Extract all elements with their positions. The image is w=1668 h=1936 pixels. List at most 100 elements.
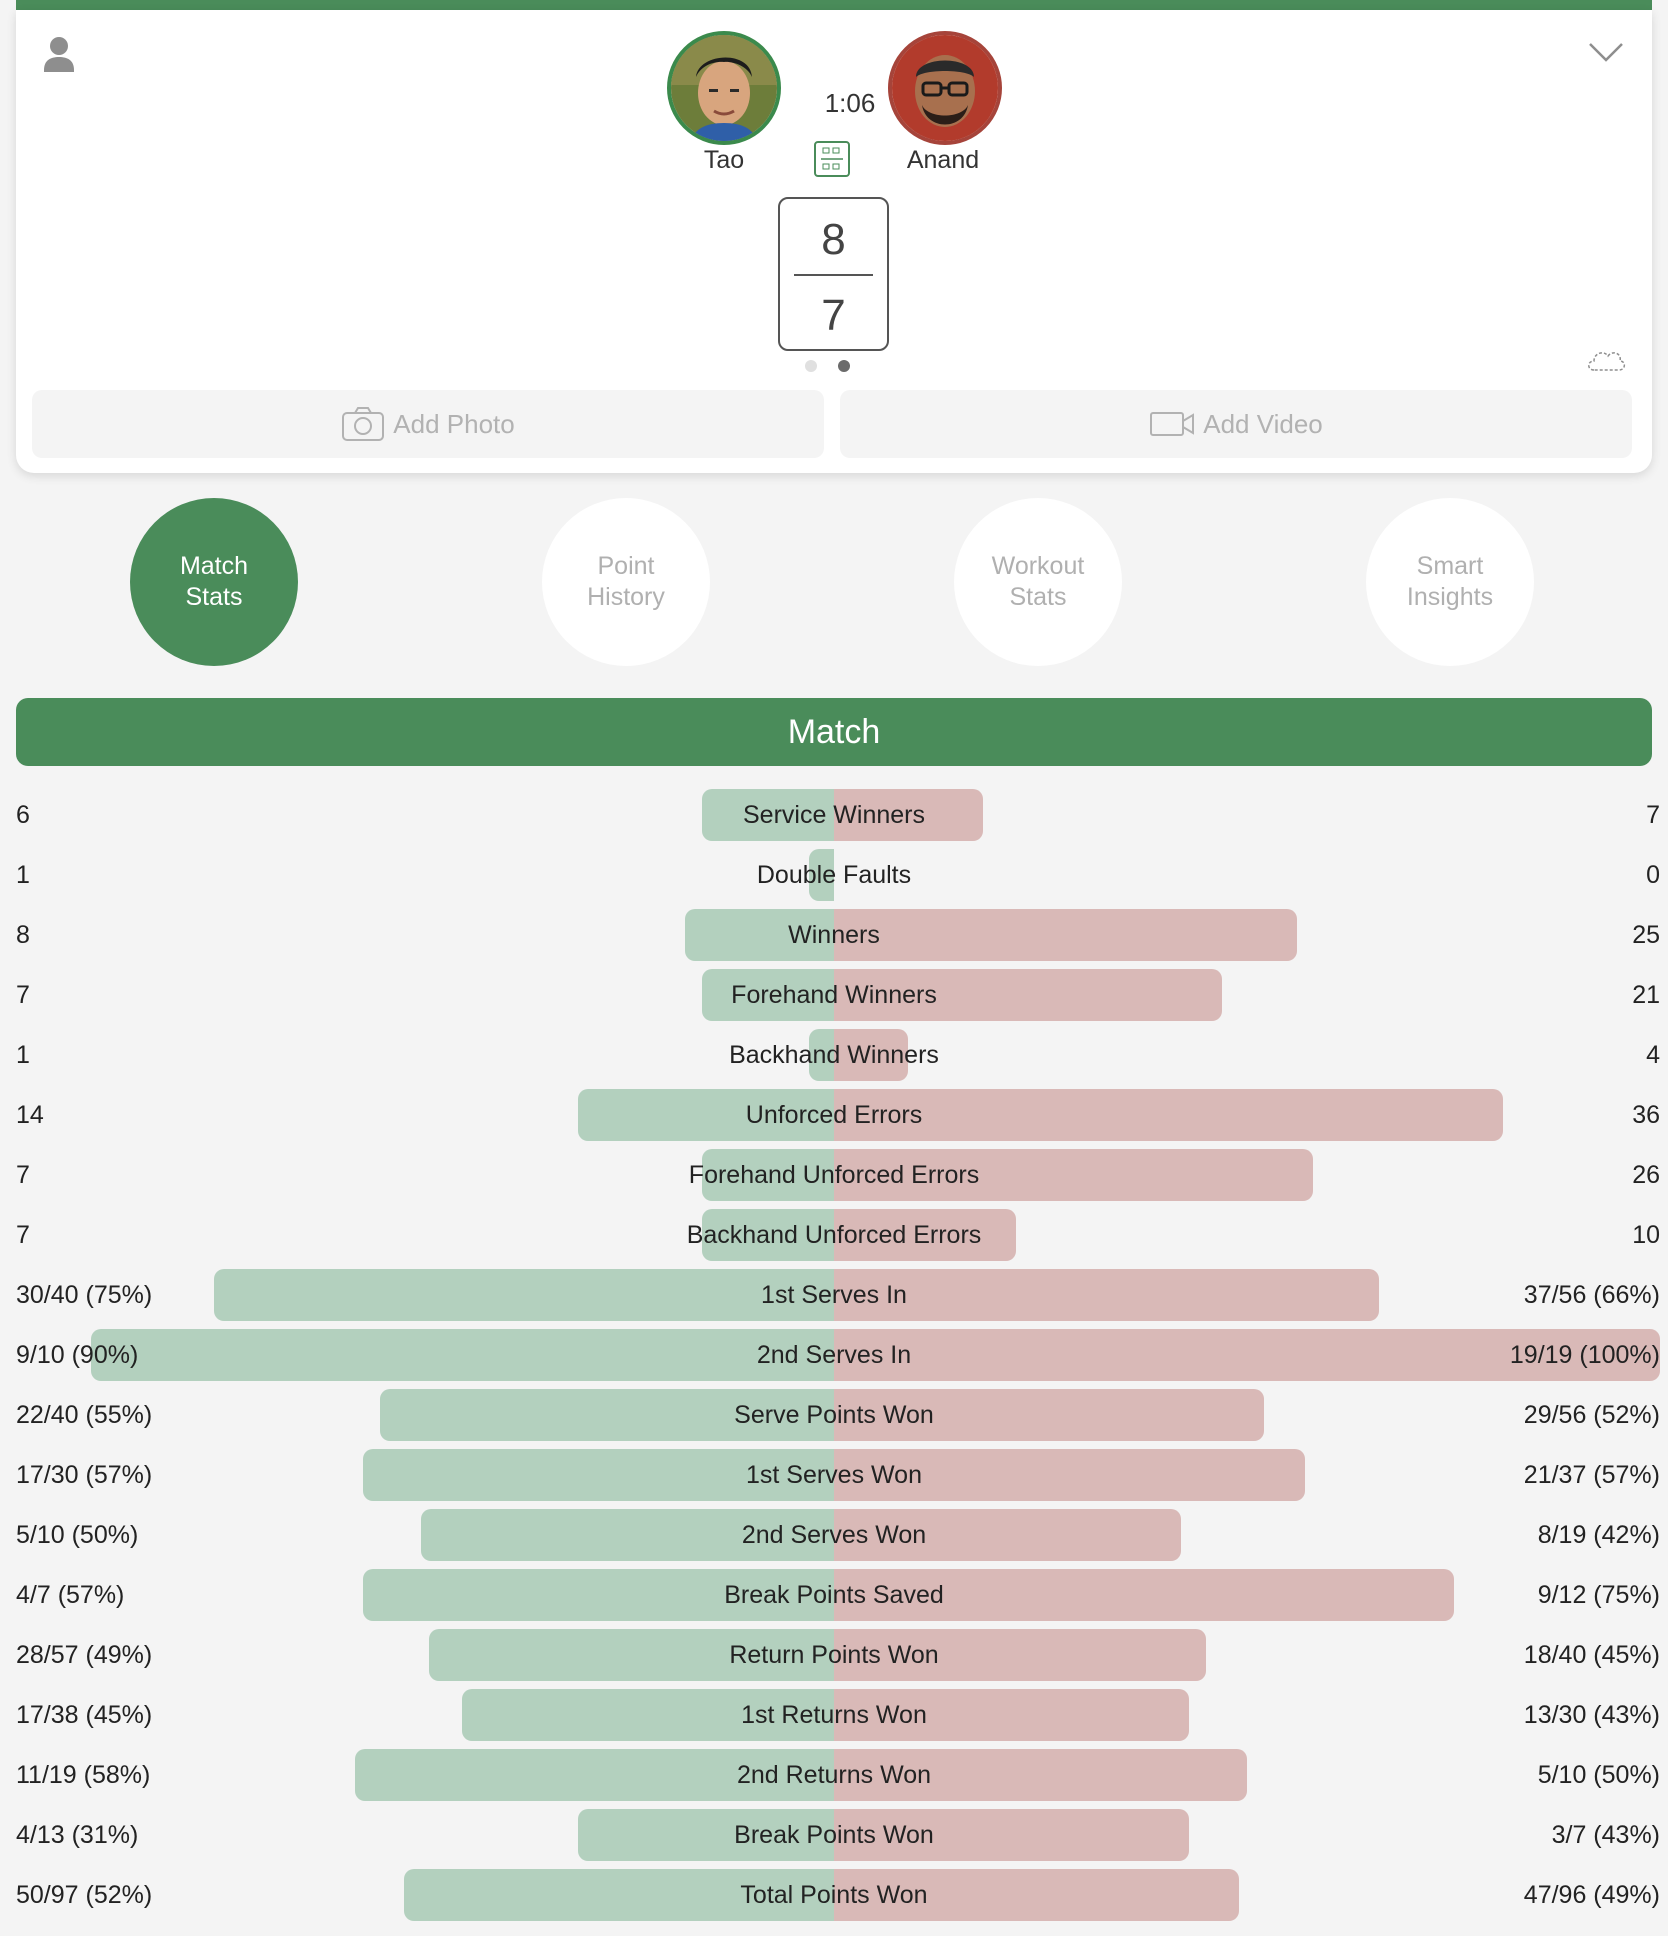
stat-row: 22/40 (55%) Serve Points Won 29/56 (52%)	[0, 1389, 1668, 1441]
stat-bar-right	[834, 1029, 908, 1081]
stat-bar-right	[834, 1569, 1454, 1621]
stat-bar-right	[834, 1209, 1016, 1261]
stat-label: Serve Points Won	[734, 1401, 934, 1429]
stat-bar-right	[834, 1689, 1189, 1741]
stat-row: 7 Forehand Unforced Errors 26	[0, 1149, 1668, 1201]
stat-bar-right	[834, 1809, 1189, 1861]
scorecard-icon[interactable]	[813, 140, 851, 178]
cloud-icon[interactable]	[1584, 344, 1628, 374]
stat-value-right: 18/40 (45%)	[1523, 1641, 1660, 1669]
avatar-player-left[interactable]	[667, 31, 781, 145]
page-indicator-dot-1[interactable]	[805, 360, 817, 372]
stat-value-left: 30/40 (75%)	[16, 1281, 153, 1309]
elapsed-time: 1:06	[824, 88, 876, 118]
stat-bar-left	[462, 1689, 834, 1741]
game-score-box: 8 7	[778, 197, 889, 351]
stat-bar-left	[809, 1029, 834, 1081]
stat-bar-left	[578, 1809, 834, 1861]
stat-value-right: 36	[1632, 1101, 1660, 1129]
stat-value-right: 19/19 (100%)	[1509, 1341, 1660, 1369]
stat-value-right: 0	[1646, 861, 1660, 889]
stat-row: 17/38 (45%) 1st Returns Won 13/30 (43%)	[0, 1689, 1668, 1741]
stat-bar-left	[702, 789, 834, 841]
tab-match-stats[interactable]: Match Stats	[130, 498, 298, 666]
stat-label: Backhand Unforced Errors	[686, 1221, 982, 1249]
stat-label: Winners	[788, 921, 880, 949]
tab-point-history[interactable]: Point History	[542, 498, 710, 666]
stat-bar-left	[685, 909, 834, 961]
avatar-player-right[interactable]	[888, 31, 1002, 145]
stat-value-right: 47/96 (49%)	[1523, 1881, 1660, 1909]
stat-value-left: 11/19 (58%)	[16, 1761, 151, 1789]
stat-bar-right	[834, 909, 1297, 961]
stat-row: 17/30 (57%) 1st Serves Won 21/37 (57%)	[0, 1449, 1668, 1501]
person-icon[interactable]	[42, 34, 76, 74]
stat-bar-right	[834, 1329, 1660, 1381]
stat-value-right: 7	[1646, 801, 1660, 829]
stat-row: 6 Service Winners 7	[0, 789, 1668, 841]
stat-row: 5/10 (50%) 2nd Serves Won 8/19 (42%)	[0, 1509, 1668, 1561]
stat-value-left: 7	[16, 1161, 30, 1189]
stat-bar-left	[214, 1269, 834, 1321]
stat-bar-right	[834, 1089, 1503, 1141]
player-right-name: Anand	[906, 146, 980, 174]
stat-bar-left	[578, 1089, 834, 1141]
stat-bar-left	[702, 1149, 834, 1201]
stat-bar-right	[834, 1389, 1264, 1441]
page-indicator-dot-2[interactable]	[838, 360, 850, 372]
stat-value-left: 1	[16, 1041, 30, 1069]
score-player-right: 7	[821, 291, 846, 340]
stat-value-right: 10	[1632, 1221, 1660, 1249]
stat-label: 2nd Returns Won	[736, 1761, 932, 1789]
stat-row: 11/19 (58%) 2nd Returns Won 5/10 (50%)	[0, 1749, 1668, 1801]
stat-bar-right	[834, 1509, 1181, 1561]
stat-row: 7 Forehand Winners 21	[0, 969, 1668, 1021]
stat-value-left: 5/10 (50%)	[16, 1521, 139, 1549]
stat-value-right: 29/56 (52%)	[1523, 1401, 1660, 1429]
stat-row: 4/13 (31%) Break Points Won 3/7 (43%)	[0, 1809, 1668, 1861]
stat-label: Return Points Won	[729, 1641, 939, 1669]
stat-label: 2nd Serves Won	[741, 1521, 927, 1549]
stat-value-left: 8	[16, 921, 30, 949]
stat-value-left: 7	[16, 981, 30, 1009]
stat-value-left: 1	[16, 861, 30, 889]
stat-value-left: 14	[16, 1101, 44, 1129]
score-player-left: 8	[821, 215, 846, 264]
stat-label: Break Points Saved	[724, 1581, 944, 1609]
stat-row: 50/97 (52%) Total Points Won 47/96 (49%)	[0, 1869, 1668, 1921]
chevron-down-icon[interactable]	[1586, 36, 1626, 66]
stat-bar-left	[702, 1209, 834, 1261]
stat-label: Break Points Won	[734, 1821, 934, 1849]
stat-value-left: 28/57 (49%)	[16, 1641, 153, 1669]
video-camera-icon	[1150, 412, 1195, 436]
stat-value-right: 21/37 (57%)	[1523, 1461, 1660, 1489]
stat-value-right: 3/7 (43%)	[1551, 1821, 1660, 1849]
stat-bar-right	[834, 1269, 1379, 1321]
add-video-label: Add Video	[1203, 408, 1323, 439]
stat-label: 2nd Serves In	[756, 1341, 912, 1369]
stat-value-left: 17/38 (45%)	[16, 1701, 153, 1729]
camera-icon	[342, 407, 385, 441]
stat-value-left: 4/7 (57%)	[16, 1581, 125, 1609]
stat-bar-left	[363, 1569, 834, 1621]
stat-bar-right	[834, 1449, 1305, 1501]
stat-label: 1st Returns Won	[741, 1701, 927, 1729]
stat-value-left: 7	[16, 1221, 30, 1249]
section-header-match: Match	[16, 698, 1652, 766]
stat-value-left: 22/40 (55%)	[16, 1401, 153, 1429]
stat-row: 30/40 (75%) 1st Serves In 37/56 (66%)	[0, 1269, 1668, 1321]
tab-workout-stats[interactable]: Workout Stats	[954, 498, 1122, 666]
stat-label: Service Winners	[743, 801, 925, 829]
stat-value-right: 25	[1632, 921, 1660, 949]
stat-value-left: 50/97 (52%)	[16, 1881, 153, 1909]
stat-bar-right	[834, 969, 1222, 1021]
tab-smart-insights[interactable]: Smart Insights	[1366, 498, 1534, 666]
stat-value-right: 21	[1632, 981, 1660, 1009]
add-photo-button[interactable]: Add Photo	[32, 390, 824, 458]
stat-value-left: 4/13 (31%)	[16, 1821, 139, 1849]
score-divider	[794, 274, 873, 276]
stat-value-right: 4	[1646, 1041, 1660, 1069]
add-video-button[interactable]: Add Video	[840, 390, 1632, 458]
stat-bar-left	[809, 849, 834, 901]
header-top-strip	[16, 0, 1652, 10]
